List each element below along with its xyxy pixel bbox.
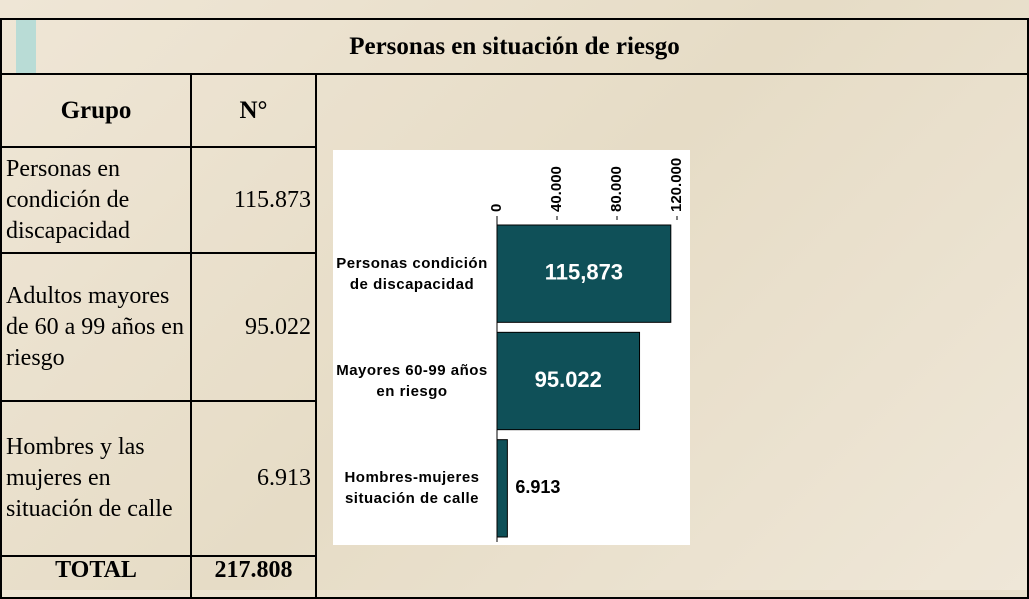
value-label: 115,873 [545, 259, 623, 284]
category-label-box: Hombres-mujeres situación de calle [344, 469, 480, 508]
title-cell: Personas en situación de riesgo [0, 18, 1029, 75]
category-label: Personas condición de discapacidad [336, 254, 488, 293]
bar [496, 331, 641, 431]
total-label: TOTAL [0, 555, 192, 599]
number-cell: 115.873 [190, 146, 317, 254]
x-tick-label: 40.000 [548, 166, 565, 212]
value-label: 6.913 [515, 477, 560, 497]
header-cell: Grupo [0, 73, 192, 148]
x-tick-label: 80.000 [608, 166, 625, 212]
number-cell: 95.022 [190, 252, 317, 402]
category-label-box: Personas condición de discapacidad [336, 254, 488, 293]
bar [496, 439, 508, 538]
x-tick-label: 120.000 [668, 158, 685, 212]
group-cell: Hombres y las mujeres en situación de ca… [0, 400, 192, 557]
header-cell: N° [190, 73, 317, 148]
table-title: Personas en situación de riesgo [349, 32, 680, 60]
number-cell: 6.913 [190, 400, 317, 557]
category-label-box: Mayores 60-99 años en riesgo [336, 361, 488, 400]
value-label: 95.022 [535, 367, 602, 392]
chart: 0 40.000 80.000 120.000 115,873 Personas cond… [333, 150, 690, 545]
category-label: Hombres-mujeres situación de calle [344, 469, 480, 508]
bar [496, 224, 672, 323]
total-value: 217.808 [190, 555, 317, 599]
x-tick-label: 0 [488, 204, 505, 212]
group-cell: Personas en condición de discapacidad [0, 146, 192, 254]
group-cell: Adultos mayores de 60 a 99 años en riesg… [0, 252, 192, 402]
category-label: Mayores 60-99 años en riesgo [336, 361, 488, 400]
